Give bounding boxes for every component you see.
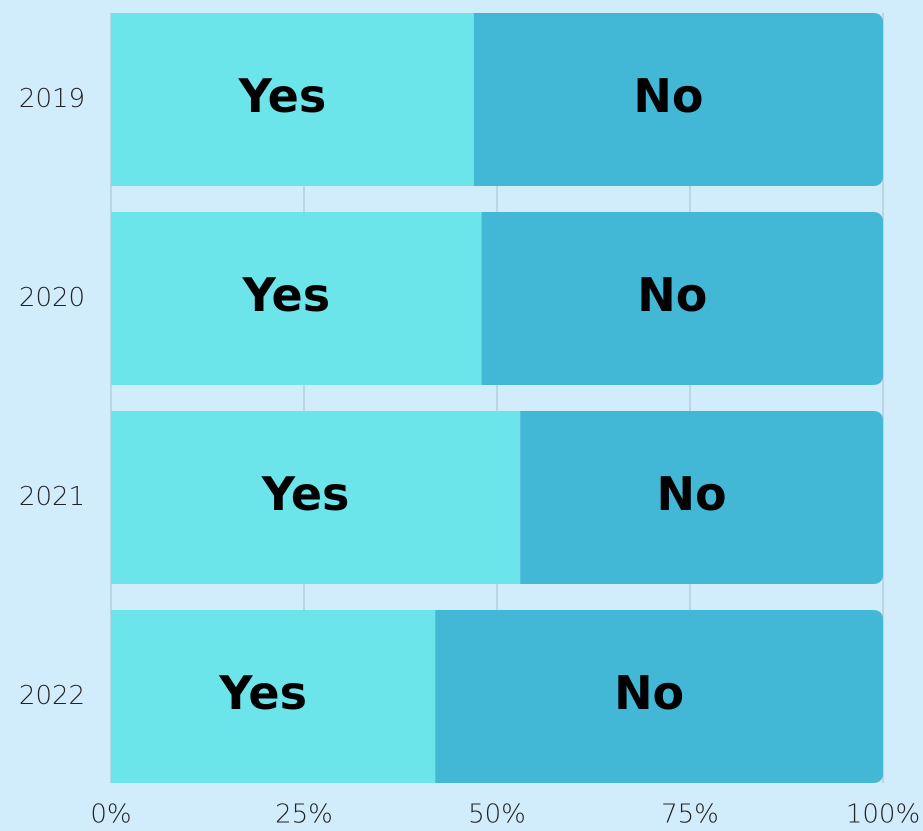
bar-segment <box>520 411 883 584</box>
bar-segment <box>481 212 883 385</box>
segment-label: Yes <box>218 666 307 720</box>
bar-segment <box>111 212 482 385</box>
y-tick-label: 2022 <box>19 681 85 711</box>
x-tick-label: 75% <box>661 800 719 830</box>
x-tick-label: 25% <box>275 800 333 830</box>
bar-segment <box>473 13 883 186</box>
segment-label: No <box>633 69 703 123</box>
bar-segment <box>111 411 521 584</box>
segment-label: Yes <box>241 268 330 322</box>
bar-segment <box>111 610 436 783</box>
x-tick-label: 100% <box>846 800 920 830</box>
segment-label: Yes <box>238 69 327 123</box>
segment-label: Yes <box>261 467 350 521</box>
x-tick-label: 50% <box>468 800 526 830</box>
y-tick-label: 2019 <box>19 84 85 114</box>
segment-label: No <box>637 268 707 322</box>
bar-segment <box>435 610 883 783</box>
y-tick-label: 2021 <box>19 482 85 512</box>
y-tick-label: 2020 <box>19 283 85 313</box>
segment-label: No <box>657 467 727 521</box>
segment-label: No <box>614 666 684 720</box>
x-tick-label: 0% <box>90 800 131 830</box>
bar-segment <box>111 13 474 186</box>
